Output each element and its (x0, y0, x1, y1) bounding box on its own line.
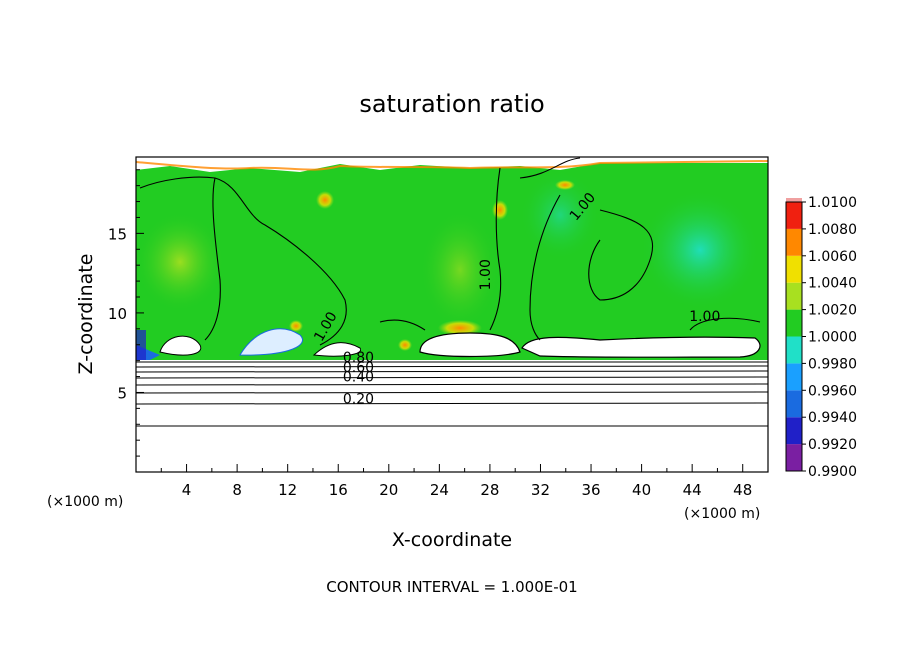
colorbar-label: 0.9960 (808, 383, 857, 399)
colorbar-cell (786, 363, 802, 391)
contour-line (204, 177, 221, 341)
contour-line (139, 176, 347, 346)
unsaturated-blob (419, 332, 521, 358)
contour-line (136, 376, 768, 379)
y-axis-ticks: 5 10 15 (108, 169, 144, 457)
x-tick-label: 44 (683, 481, 702, 499)
contour-label: 1.00 (689, 309, 720, 325)
x-tick-label: 24 (430, 481, 449, 499)
contour-line (529, 194, 561, 341)
x-axis-ticks: 4 8 12 16 20 24 28 32 36 40 44 48 (160, 464, 752, 499)
x-unit-left: (×1000 m) (47, 494, 123, 510)
contour-line (588, 209, 654, 301)
colorbar-cell (786, 255, 802, 283)
hotspot (438, 320, 482, 336)
hotspot (492, 200, 508, 220)
x-tick-label: 20 (379, 481, 398, 499)
contour-line (379, 319, 426, 331)
contour-line (136, 370, 768, 373)
colorbar-cell (786, 282, 802, 310)
contour-line (136, 402, 768, 405)
plot-field (136, 157, 768, 472)
hotspot (316, 191, 334, 209)
y-tick-label: 10 (108, 305, 127, 323)
x-axis-label: X-coordinate (392, 529, 512, 551)
colorbar-label: 1.0020 (808, 303, 857, 319)
stable-layer (136, 360, 768, 472)
colorbar-label: 1.0100 (808, 195, 857, 211)
unity-contours (139, 157, 761, 346)
x-tick-label: 28 (480, 481, 499, 499)
unsaturated-blob (159, 335, 202, 356)
field-shade-center (420, 210, 500, 330)
contour-line (489, 167, 502, 331)
colorbar-label: 0.9920 (808, 437, 857, 453)
contour-label: 0.20 (343, 392, 374, 408)
colorbar-label: 0.9940 (808, 410, 857, 426)
contour-line (136, 391, 768, 394)
colorbar-label: 1.0040 (808, 276, 857, 292)
x-tick-label: 12 (278, 481, 297, 499)
colorbar: 0.9900 0.9920 0.9940 0.9960 0.9980 1.0000 1.00… (785, 195, 857, 480)
hotspot (398, 339, 412, 351)
colorbar-cell (786, 228, 802, 256)
colorbar-cell (786, 202, 802, 229)
left-edge-band (136, 330, 146, 360)
colorbar-label: 1.0060 (808, 249, 857, 265)
x-tick-label: 8 (232, 481, 242, 499)
contour-interval-footer: CONTOUR INTERVAL = 1.000E-01 (326, 578, 577, 596)
y-tick-label: 5 (117, 384, 127, 402)
x-tick-label: 32 (531, 481, 550, 499)
hotspot (289, 320, 303, 332)
field-shade-mid (520, 170, 600, 260)
colorbar-label: 1.0080 (808, 222, 857, 238)
top-strip-edge (136, 160, 768, 171)
x-tick-label: 48 (733, 481, 752, 499)
colorbar-cell (786, 390, 802, 418)
unsaturated-blob (312, 342, 362, 357)
colorbar-cap (786, 198, 802, 202)
stable-layer-contours (136, 361, 768, 427)
field-shade-right (640, 190, 760, 310)
contour-line (136, 383, 768, 386)
field-shade-left (136, 212, 225, 312)
colorbar-label: 0.9980 (808, 356, 857, 372)
x-unit-right: (×1000 m) (684, 506, 760, 522)
colorbar-cell (786, 336, 802, 364)
colorbar-cell (786, 309, 802, 337)
y-tick-label: 15 (108, 225, 127, 243)
chart-title: saturation ratio (359, 90, 544, 118)
plot-frame (135, 156, 769, 473)
contour-line (136, 365, 768, 368)
colorbar-label: 0.9900 (808, 464, 857, 480)
x-tick-label: 36 (581, 481, 600, 499)
x-tick-label: 4 (182, 481, 192, 499)
contour-label: 0.60 (343, 360, 374, 376)
contour-line (519, 157, 581, 179)
contour-line (689, 317, 761, 331)
contour-label: 0.80 (343, 350, 374, 366)
contour-label: 1.00 (478, 259, 494, 290)
hotspot (555, 180, 575, 190)
contour-label: 0.40 (343, 369, 374, 385)
y-axis-label: Z-coordinate (75, 254, 97, 375)
colorbar-label: 1.0000 (808, 330, 857, 346)
x-tick-label: 16 (329, 481, 348, 499)
unsaturated-blob (521, 336, 761, 358)
colorbar-cell (786, 417, 802, 445)
colorbar-cell (786, 444, 802, 471)
unsaturated-blob (239, 328, 303, 356)
x-tick-label: 40 (632, 481, 651, 499)
